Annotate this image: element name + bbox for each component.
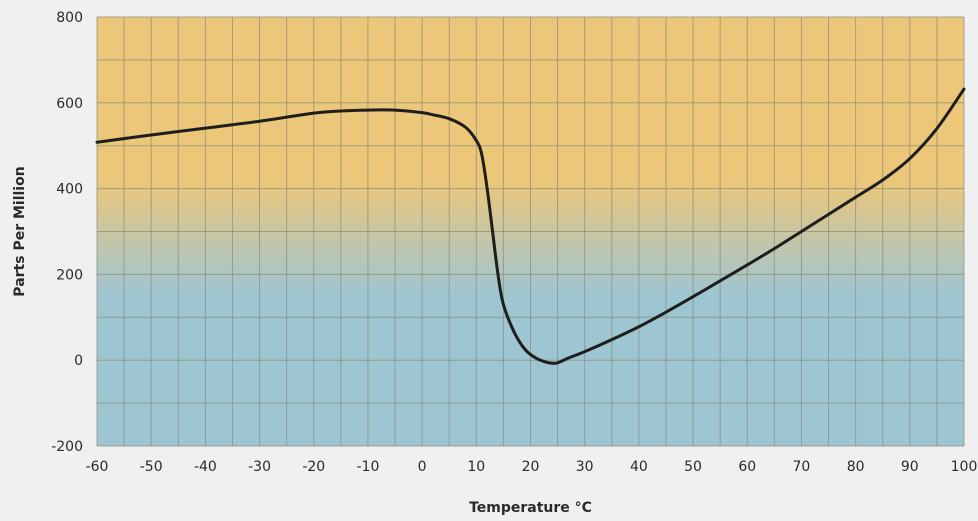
x-tick-labels: -60 -50 -40 -30 -20 -10 0 10 20 30 40 50 60 70 80 90 100: [86, 459, 978, 475]
y-tick-label: 200: [56, 267, 83, 283]
series-line: [95, 87, 966, 365]
x-tick-label: 70: [793, 459, 811, 475]
x-tick-label: 0: [418, 459, 427, 475]
y-axis-title: Parts Per Million: [12, 166, 28, 296]
x-tick-label: 30: [576, 459, 594, 475]
x-tick-label: 10: [467, 459, 485, 475]
x-tick-label: 50: [684, 459, 702, 475]
x-tick-label: -10: [357, 459, 380, 475]
x-tick-label: -30: [248, 459, 271, 475]
y-tick-label: 600: [56, 96, 83, 112]
y-tick-labels: -200 0 200 400 600 800: [51, 10, 83, 455]
x-tick-label: 40: [630, 459, 648, 475]
x-axis-title: Temperature °C: [469, 500, 592, 516]
gridlines: [96, 16, 965, 447]
x-tick-label: -60: [86, 459, 109, 475]
y-tick-label: 400: [56, 182, 83, 198]
x-tick-label: 80: [847, 459, 865, 475]
y-tick-label: 800: [56, 10, 83, 26]
x-tick-label: 90: [901, 459, 919, 475]
y-tick-label: -200: [51, 439, 83, 455]
x-tick-label: -50: [140, 459, 163, 475]
x-tick-label: 100: [951, 459, 978, 475]
x-tick-label: 20: [522, 459, 540, 475]
x-tick-label: -40: [194, 459, 217, 475]
y-tick-label: 0: [74, 353, 83, 369]
x-tick-label: -20: [302, 459, 325, 475]
x-tick-label: 60: [738, 459, 756, 475]
